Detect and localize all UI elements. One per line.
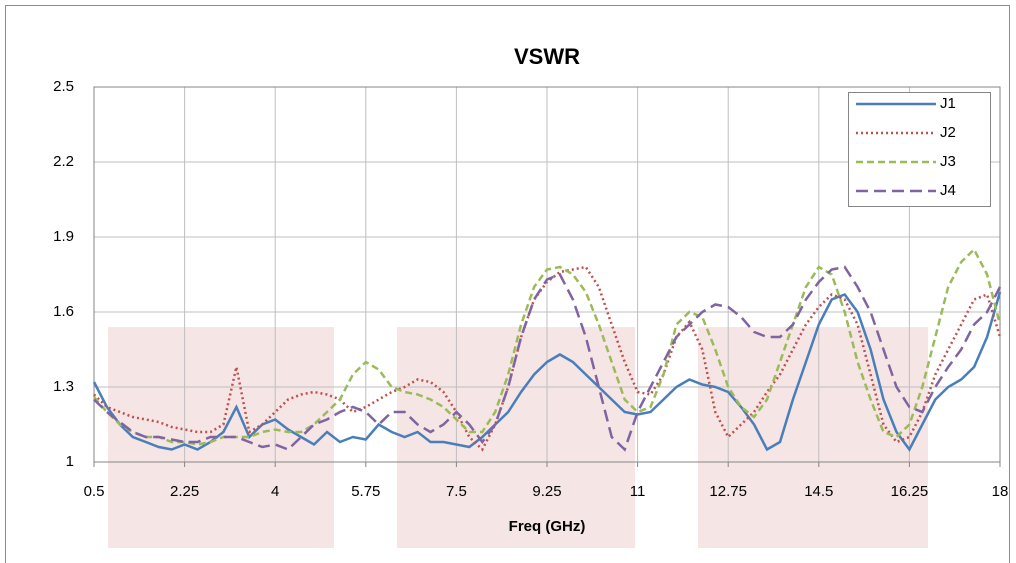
series-line: [93, 265, 1002, 452]
shaded-band: [397, 327, 635, 548]
series-line: [93, 265, 1002, 452]
y-tick-label: 2.5: [53, 78, 74, 95]
series-line: [92, 291, 1002, 452]
x-tick-label: 9.25: [532, 483, 561, 500]
legend-label: J3: [940, 153, 956, 170]
x-tick-label: 7.5: [446, 483, 467, 500]
x-tick-label: 5.75: [351, 483, 380, 500]
x-tick-label: 4: [271, 483, 279, 500]
y-tick-label: 1.6: [53, 303, 74, 320]
y-tick-label: 1.3: [53, 378, 74, 395]
x-tick-label: 2.25: [170, 483, 199, 500]
plot-border: [93, 86, 1001, 463]
legend-label: J4: [940, 182, 956, 199]
chart-title: VSWR: [514, 44, 580, 69]
x-tick-label: 14.5: [804, 483, 833, 500]
series-line: [93, 247, 1002, 446]
y-tick-label: 1.9: [53, 228, 74, 245]
legend-label: J2: [940, 124, 956, 141]
x-tick-label: 11: [630, 483, 646, 500]
legend: J1 J2 J3 J4: [848, 92, 991, 207]
legend-label: J1: [940, 95, 956, 112]
y-tick-label: 2.2: [53, 153, 74, 170]
x-tick-label: 16.25: [891, 483, 929, 500]
x-tick-label: 12.75: [709, 483, 747, 500]
x-axis-label: Freq (GHz): [509, 518, 586, 535]
y-tick-label: 1: [66, 453, 74, 470]
x-tick-label: 18: [992, 483, 1009, 500]
legend-box: [848, 92, 991, 207]
x-tick-label: 0.5: [84, 483, 105, 500]
shaded-band: [698, 327, 928, 548]
